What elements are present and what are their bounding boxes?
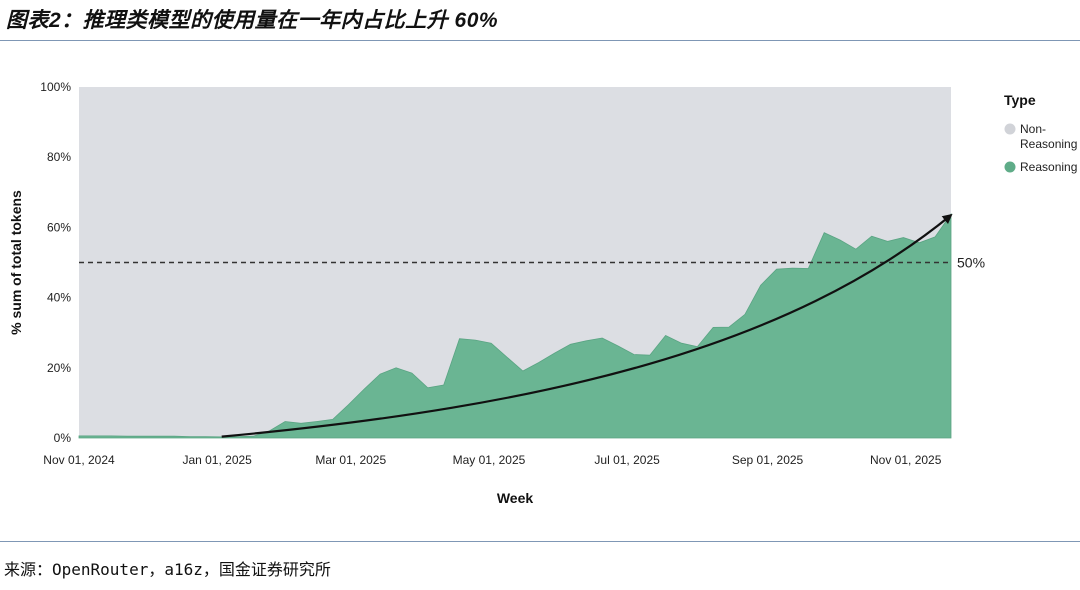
- legend-swatch: [1004, 161, 1016, 173]
- y-tick-label: 0%: [54, 431, 72, 445]
- legend-label: Reasoning: [1020, 137, 1077, 151]
- y-tick-label: 60%: [47, 220, 71, 234]
- y-tick-label: 20%: [47, 361, 71, 375]
- x-tick-label: May 01, 2025: [453, 453, 526, 467]
- bottom-divider: [0, 541, 1080, 542]
- source-note: 来源：OpenRouter，a16z，国金证券研究所: [4, 560, 331, 579]
- fifty-percent-label: 50%: [957, 255, 985, 271]
- x-axis-title: Week: [497, 490, 534, 506]
- top-divider: [0, 40, 1080, 41]
- y-tick-label: 100%: [40, 80, 71, 94]
- y-tick-label: 80%: [47, 150, 71, 164]
- y-tick-label: 40%: [47, 291, 71, 305]
- figure-title: 图表2：推理类模型的使用量在一年内占比上升 60%: [6, 9, 499, 32]
- reasoning-share-chart: 0% 20% 40% 60% 80% 100% 50% Nov 01, 2024 Jan 01,…: [8, 80, 1077, 506]
- x-tick-label: Jan 01, 2025: [182, 453, 252, 467]
- legend-label: Non-: [1020, 122, 1046, 136]
- legend-label: Reasoning: [1020, 160, 1077, 174]
- x-tick-label: Nov 01, 2024: [43, 453, 115, 467]
- legend-swatch: [1004, 123, 1016, 135]
- x-tick-label: Sep 01, 2025: [732, 453, 804, 467]
- x-tick-label: Mar 01, 2025: [315, 453, 386, 467]
- reasoning-area: [78, 212, 952, 439]
- legend-title: Type: [1004, 92, 1036, 108]
- trend-arrow: [221, 213, 953, 438]
- y-axis-title: % sum of total tokens: [8, 190, 24, 335]
- x-tick-label: Jul 01, 2025: [594, 453, 660, 467]
- x-tick-label: Nov 01, 2025: [870, 453, 942, 467]
